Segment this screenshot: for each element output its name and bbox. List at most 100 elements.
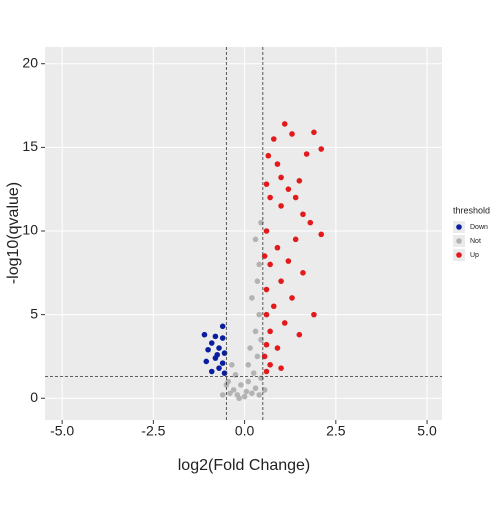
point — [278, 203, 284, 209]
point — [249, 390, 255, 397]
point — [241, 393, 248, 400]
point — [216, 345, 222, 351]
point — [274, 161, 281, 167]
point — [219, 323, 226, 330]
point — [263, 311, 270, 318]
y-tick-label: 10 — [22, 222, 38, 238]
y-axis-label: -log10(qvalue) — [5, 182, 22, 284]
point — [258, 219, 264, 226]
point — [208, 368, 215, 375]
point — [212, 333, 219, 340]
point — [261, 353, 268, 360]
legend-title: threshold — [453, 205, 490, 215]
point — [318, 146, 325, 152]
point — [300, 270, 306, 276]
point — [318, 231, 325, 238]
point — [311, 311, 317, 318]
point — [245, 362, 252, 368]
point — [274, 244, 281, 251]
point — [252, 385, 259, 392]
point — [261, 387, 268, 393]
point — [281, 320, 288, 326]
x-tick-label: -2.5 — [141, 423, 165, 439]
point — [256, 261, 262, 268]
legend-label: Not — [470, 238, 481, 245]
point — [243, 388, 250, 395]
point — [219, 360, 226, 366]
point — [263, 286, 270, 293]
point — [254, 353, 261, 360]
point — [221, 370, 228, 376]
legend-label: Up — [470, 252, 479, 259]
point — [263, 228, 270, 234]
point — [245, 378, 252, 385]
point — [289, 295, 295, 301]
point — [307, 219, 314, 226]
point — [303, 151, 310, 157]
point — [256, 392, 262, 398]
point — [227, 390, 233, 397]
point — [300, 211, 306, 218]
point — [278, 174, 284, 181]
point — [221, 350, 228, 356]
y-tick-label: 5 — [30, 305, 38, 321]
y-tick-label: 20 — [22, 54, 38, 70]
y-tick-label: 0 — [30, 389, 38, 405]
point — [205, 346, 211, 353]
point — [230, 387, 237, 393]
point — [229, 362, 235, 368]
point — [216, 365, 222, 371]
point — [263, 368, 270, 375]
point — [252, 236, 259, 243]
legend-label: Down — [470, 224, 488, 231]
x-tick-label: -5.0 — [50, 423, 74, 439]
x-tick-label: 2.5 — [326, 423, 346, 439]
point — [249, 295, 255, 301]
point — [236, 395, 242, 402]
point — [263, 181, 270, 187]
point — [250, 370, 257, 376]
point — [278, 278, 284, 284]
point — [267, 194, 273, 201]
point — [278, 365, 284, 371]
point — [261, 253, 268, 259]
point — [270, 303, 277, 310]
point — [311, 129, 317, 136]
legend-marker — [456, 238, 462, 244]
point — [258, 336, 264, 343]
point — [203, 358, 210, 365]
x-tick-label: 0.0 — [235, 423, 255, 439]
point — [267, 261, 273, 268]
point — [267, 362, 273, 368]
point — [214, 351, 221, 358]
legend-marker — [456, 224, 462, 230]
point — [252, 328, 259, 335]
point — [281, 121, 288, 127]
point — [219, 335, 226, 341]
point — [267, 328, 273, 335]
panel — [45, 47, 442, 420]
point — [265, 152, 272, 159]
point — [263, 341, 270, 348]
x-axis-label: log2(Fold Change) — [178, 457, 311, 474]
point — [201, 331, 208, 338]
point — [256, 311, 262, 318]
point — [292, 236, 299, 243]
point — [219, 392, 226, 398]
y-tick-label: 15 — [22, 138, 38, 154]
point — [238, 382, 244, 388]
point — [285, 258, 292, 264]
point — [292, 194, 299, 201]
point — [296, 331, 303, 338]
point — [254, 278, 261, 284]
x-tick-label: 5.0 — [417, 423, 437, 439]
point — [289, 131, 295, 137]
point — [247, 345, 253, 351]
point — [270, 136, 277, 142]
point — [285, 186, 292, 192]
point — [274, 345, 281, 351]
point — [296, 178, 303, 184]
point — [208, 340, 215, 346]
legend-marker — [456, 252, 462, 258]
